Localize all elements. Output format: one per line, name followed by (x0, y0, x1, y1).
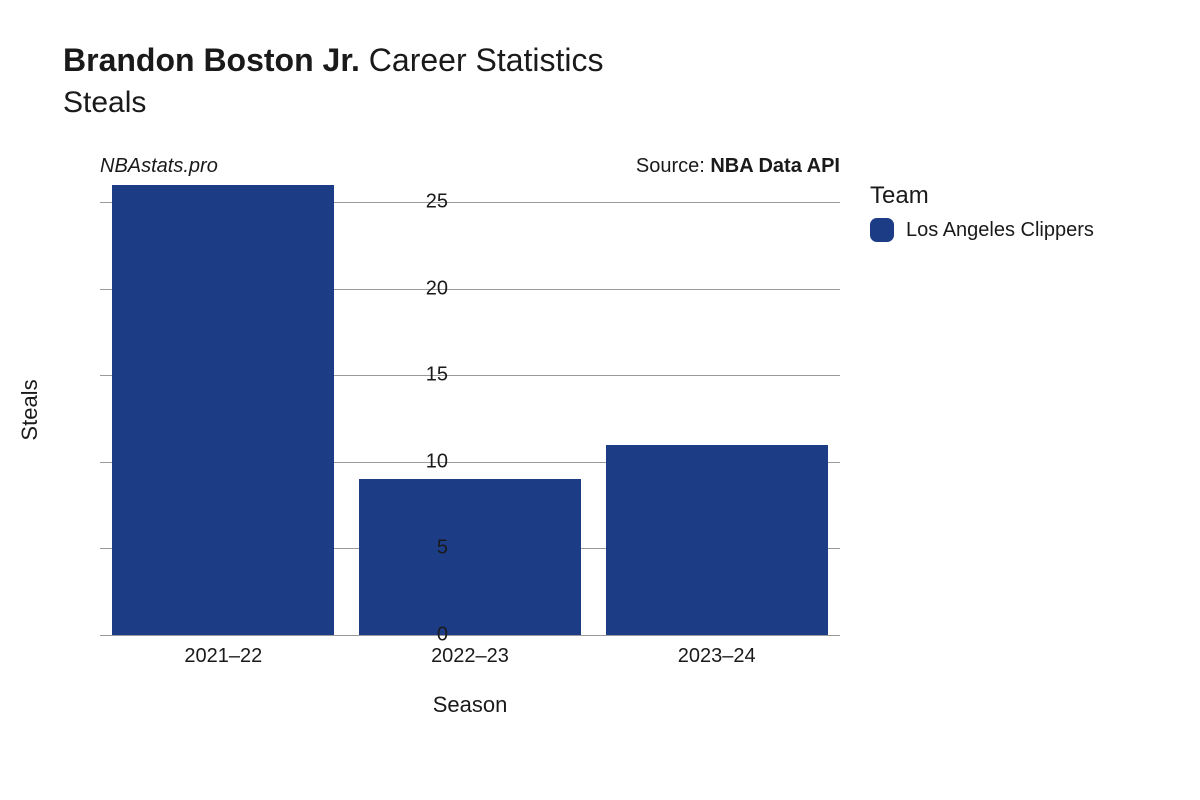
x-tick-label: 2023–24 (678, 645, 756, 668)
legend-items: Los Angeles Clippers (870, 218, 1094, 242)
legend-label: Los Angeles Clippers (906, 219, 1094, 242)
title-name: Brandon Boston Jr. (63, 42, 360, 78)
y-tick-label: 5 (437, 537, 448, 560)
y-tick-label: 15 (426, 364, 448, 387)
chart-subtitle: Steals (63, 86, 604, 120)
credit-right: Source: NBA Data API (636, 155, 840, 178)
x-axis-label: Season (433, 692, 508, 718)
y-tick-label: 10 (426, 450, 448, 473)
credit-src-name: NBA Data API (710, 155, 840, 177)
chart-container: Brandon Boston Jr. Career Statistics Ste… (0, 0, 1200, 800)
x-tick-label: 2022–23 (431, 645, 509, 668)
credit-left: NBAstats.pro (100, 155, 218, 177)
chart-title: Brandon Boston Jr. Career Statistics (63, 40, 604, 80)
legend-swatch (870, 218, 894, 242)
title-block: Brandon Boston Jr. Career Statistics Ste… (63, 40, 604, 120)
plot-area (100, 185, 840, 635)
x-tick-label: 2021–22 (184, 645, 262, 668)
bar (112, 185, 334, 635)
y-tick-label: 20 (426, 277, 448, 300)
credit-row: NBAstats.pro Source: NBA Data API (100, 155, 840, 178)
bar (606, 445, 828, 635)
legend: Team Los Angeles Clippers (870, 182, 1094, 242)
legend-item: Los Angeles Clippers (870, 218, 1094, 242)
credit-src-label: Source: (636, 155, 710, 177)
y-tick-label: 25 (426, 191, 448, 214)
legend-title: Team (870, 182, 1094, 210)
title-rest: Career Statistics (360, 42, 604, 78)
bar (359, 479, 581, 635)
y-tick-label: 0 (437, 624, 448, 647)
y-axis-label: Steals (17, 379, 43, 440)
gridline (100, 635, 840, 636)
